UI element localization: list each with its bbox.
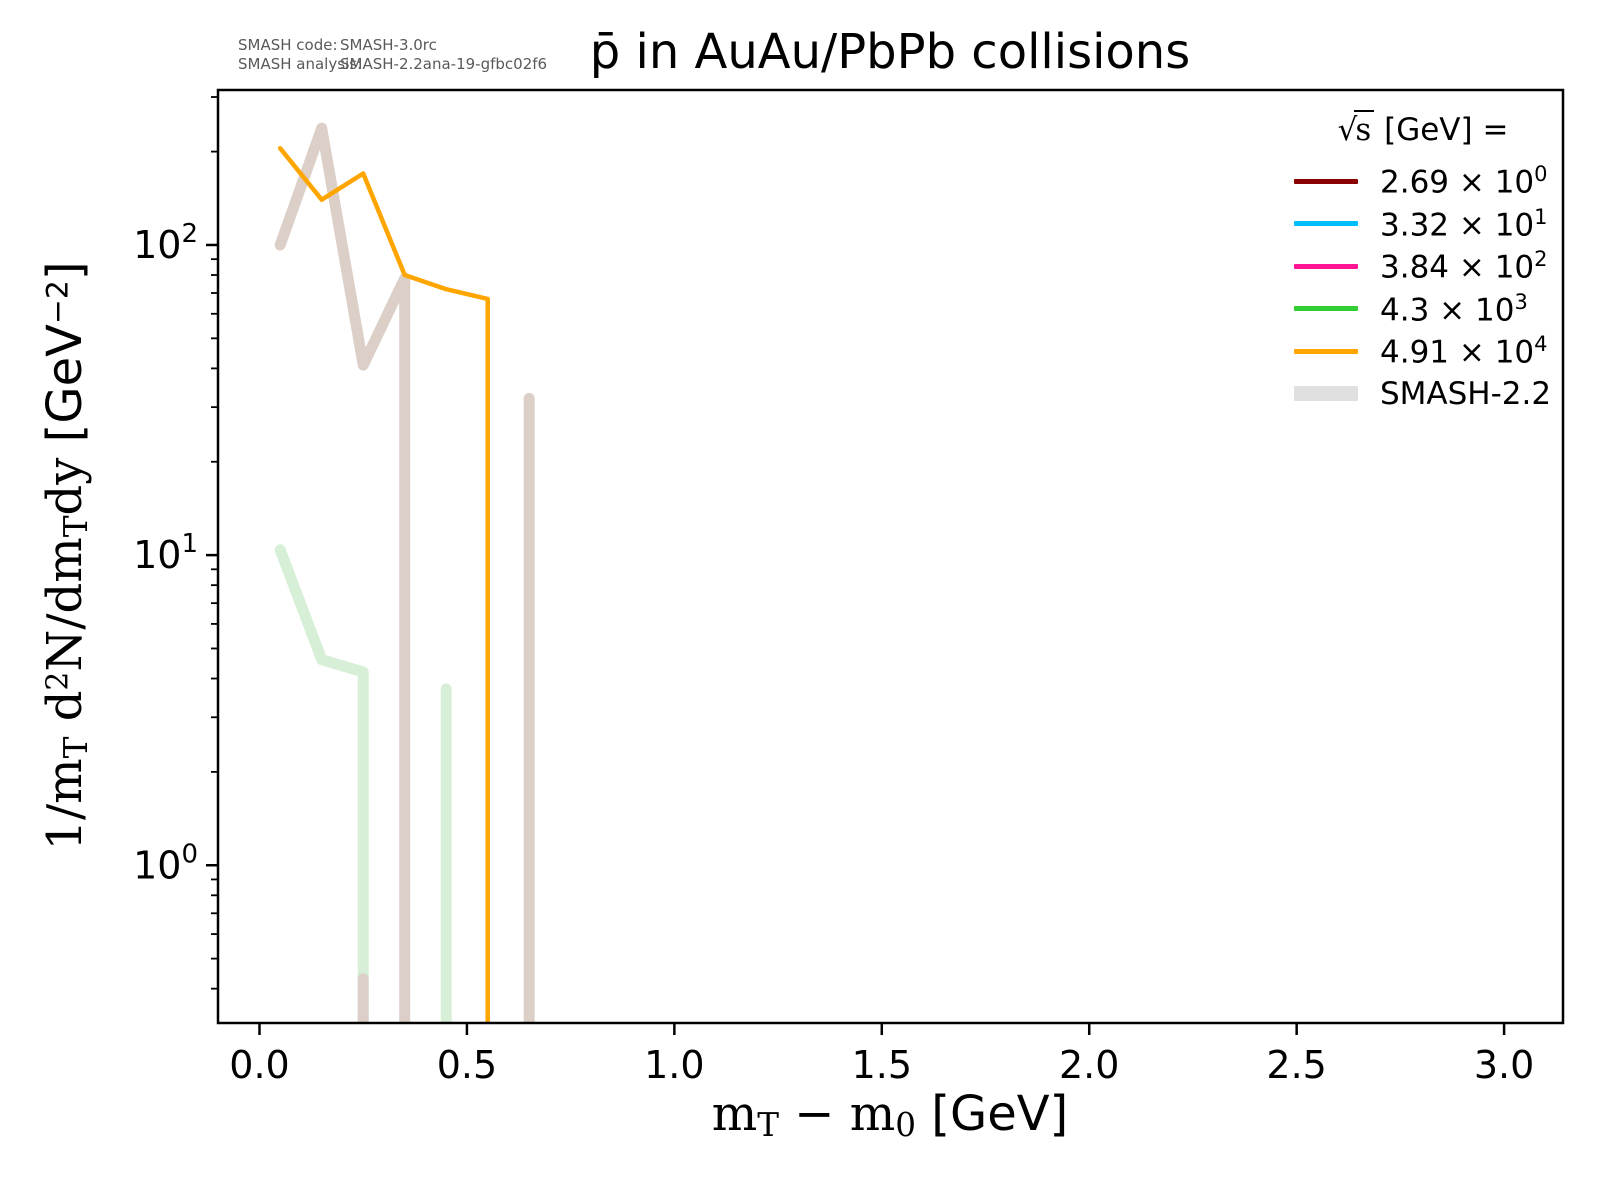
x-tick-label: 2.5	[1266, 1043, 1326, 1087]
annotation-value: SMASH-3.0rc	[340, 36, 437, 54]
smash-version-annotation: SMASH code: SMASH-3.0rc SMASH analysis: …	[238, 36, 547, 74]
legend-entry-label: 2.69 × 100	[1380, 162, 1548, 201]
legend-entry: SMASH-2.2	[1250, 373, 1552, 416]
x-tick-label: 2.0	[1059, 1043, 1119, 1087]
sqrt-radical: √	[1337, 112, 1358, 148]
y-axis-label: 1/mT d2N/dmTdy [GeV−2]	[37, 261, 95, 850]
legend-entry: 2.69 × 100	[1250, 160, 1550, 203]
series-line-smash22-gray-main	[274, 122, 411, 1023]
annotation-value: SMASH-2.2ana-19-gfbc02f6	[340, 55, 548, 73]
legend-entry-label: 3.84 × 102	[1380, 247, 1548, 286]
legend-entry: 3.84 × 102	[1250, 245, 1550, 288]
x-axis-label: mT − m0 [GeV]	[712, 1086, 1069, 1144]
legend-entry: 4.3 × 103	[1250, 288, 1550, 331]
legend-line-swatch	[1294, 178, 1358, 184]
legend-entry-label: 4.91 × 104	[1380, 332, 1548, 371]
annotation-label: SMASH analysis:	[238, 55, 363, 73]
annotation-label: SMASH code:	[238, 36, 338, 54]
y-tick-label: 102	[133, 219, 198, 267]
series-line-smash22-green-4.3e3	[274, 544, 369, 1023]
x-tick-label: 0.5	[437, 1043, 497, 1087]
x-tick-label: 1.5	[852, 1043, 912, 1087]
x-tick-label: 0.0	[229, 1043, 289, 1087]
legend-entry-label: 4.3 × 103	[1380, 289, 1528, 328]
axes-spines	[216, 88, 1565, 1025]
legend: √s [GeV] = 2.69 × 100 3.32 × 101 3.84 × 10…	[1250, 110, 1552, 416]
legend-line-swatch	[1294, 386, 1358, 402]
y-label-math: 1/mT d2N/dmTdy	[36, 442, 96, 851]
legend-entry: 4.91 × 104	[1250, 330, 1550, 373]
y-tick-label: 101	[133, 529, 198, 577]
sqrt-radicand: s	[1354, 110, 1375, 148]
y-label-unit: [GeV−2]	[36, 261, 93, 443]
chart-title: p̄ in AuAu/PbPb collisions	[589, 24, 1191, 80]
legend-entry: 3.32 × 101	[1250, 203, 1550, 246]
legend-entry-label: 3.32 × 101	[1380, 204, 1548, 243]
legend-line-swatch	[1294, 221, 1358, 227]
legend-line-swatch	[1294, 263, 1358, 269]
series-line-smash30-orange-4.91e4	[277, 146, 490, 1023]
x-tick-label: 1.0	[644, 1043, 704, 1087]
legend-entry-label: SMASH-2.2	[1380, 375, 1552, 412]
legend-title: √s [GeV] =	[1250, 110, 1550, 160]
data-series-group	[274, 122, 535, 1023]
legend-line-swatch	[1294, 348, 1358, 354]
legend-line-swatch	[1294, 306, 1358, 312]
y-tick-label: 100	[133, 839, 198, 887]
x-tick-label: 3.0	[1474, 1043, 1534, 1087]
x-label-unit: [GeV]	[916, 1086, 1069, 1142]
legend-title-rest: [GeV] =	[1374, 112, 1509, 148]
x-label-math: mT − m0	[711, 1086, 917, 1145]
